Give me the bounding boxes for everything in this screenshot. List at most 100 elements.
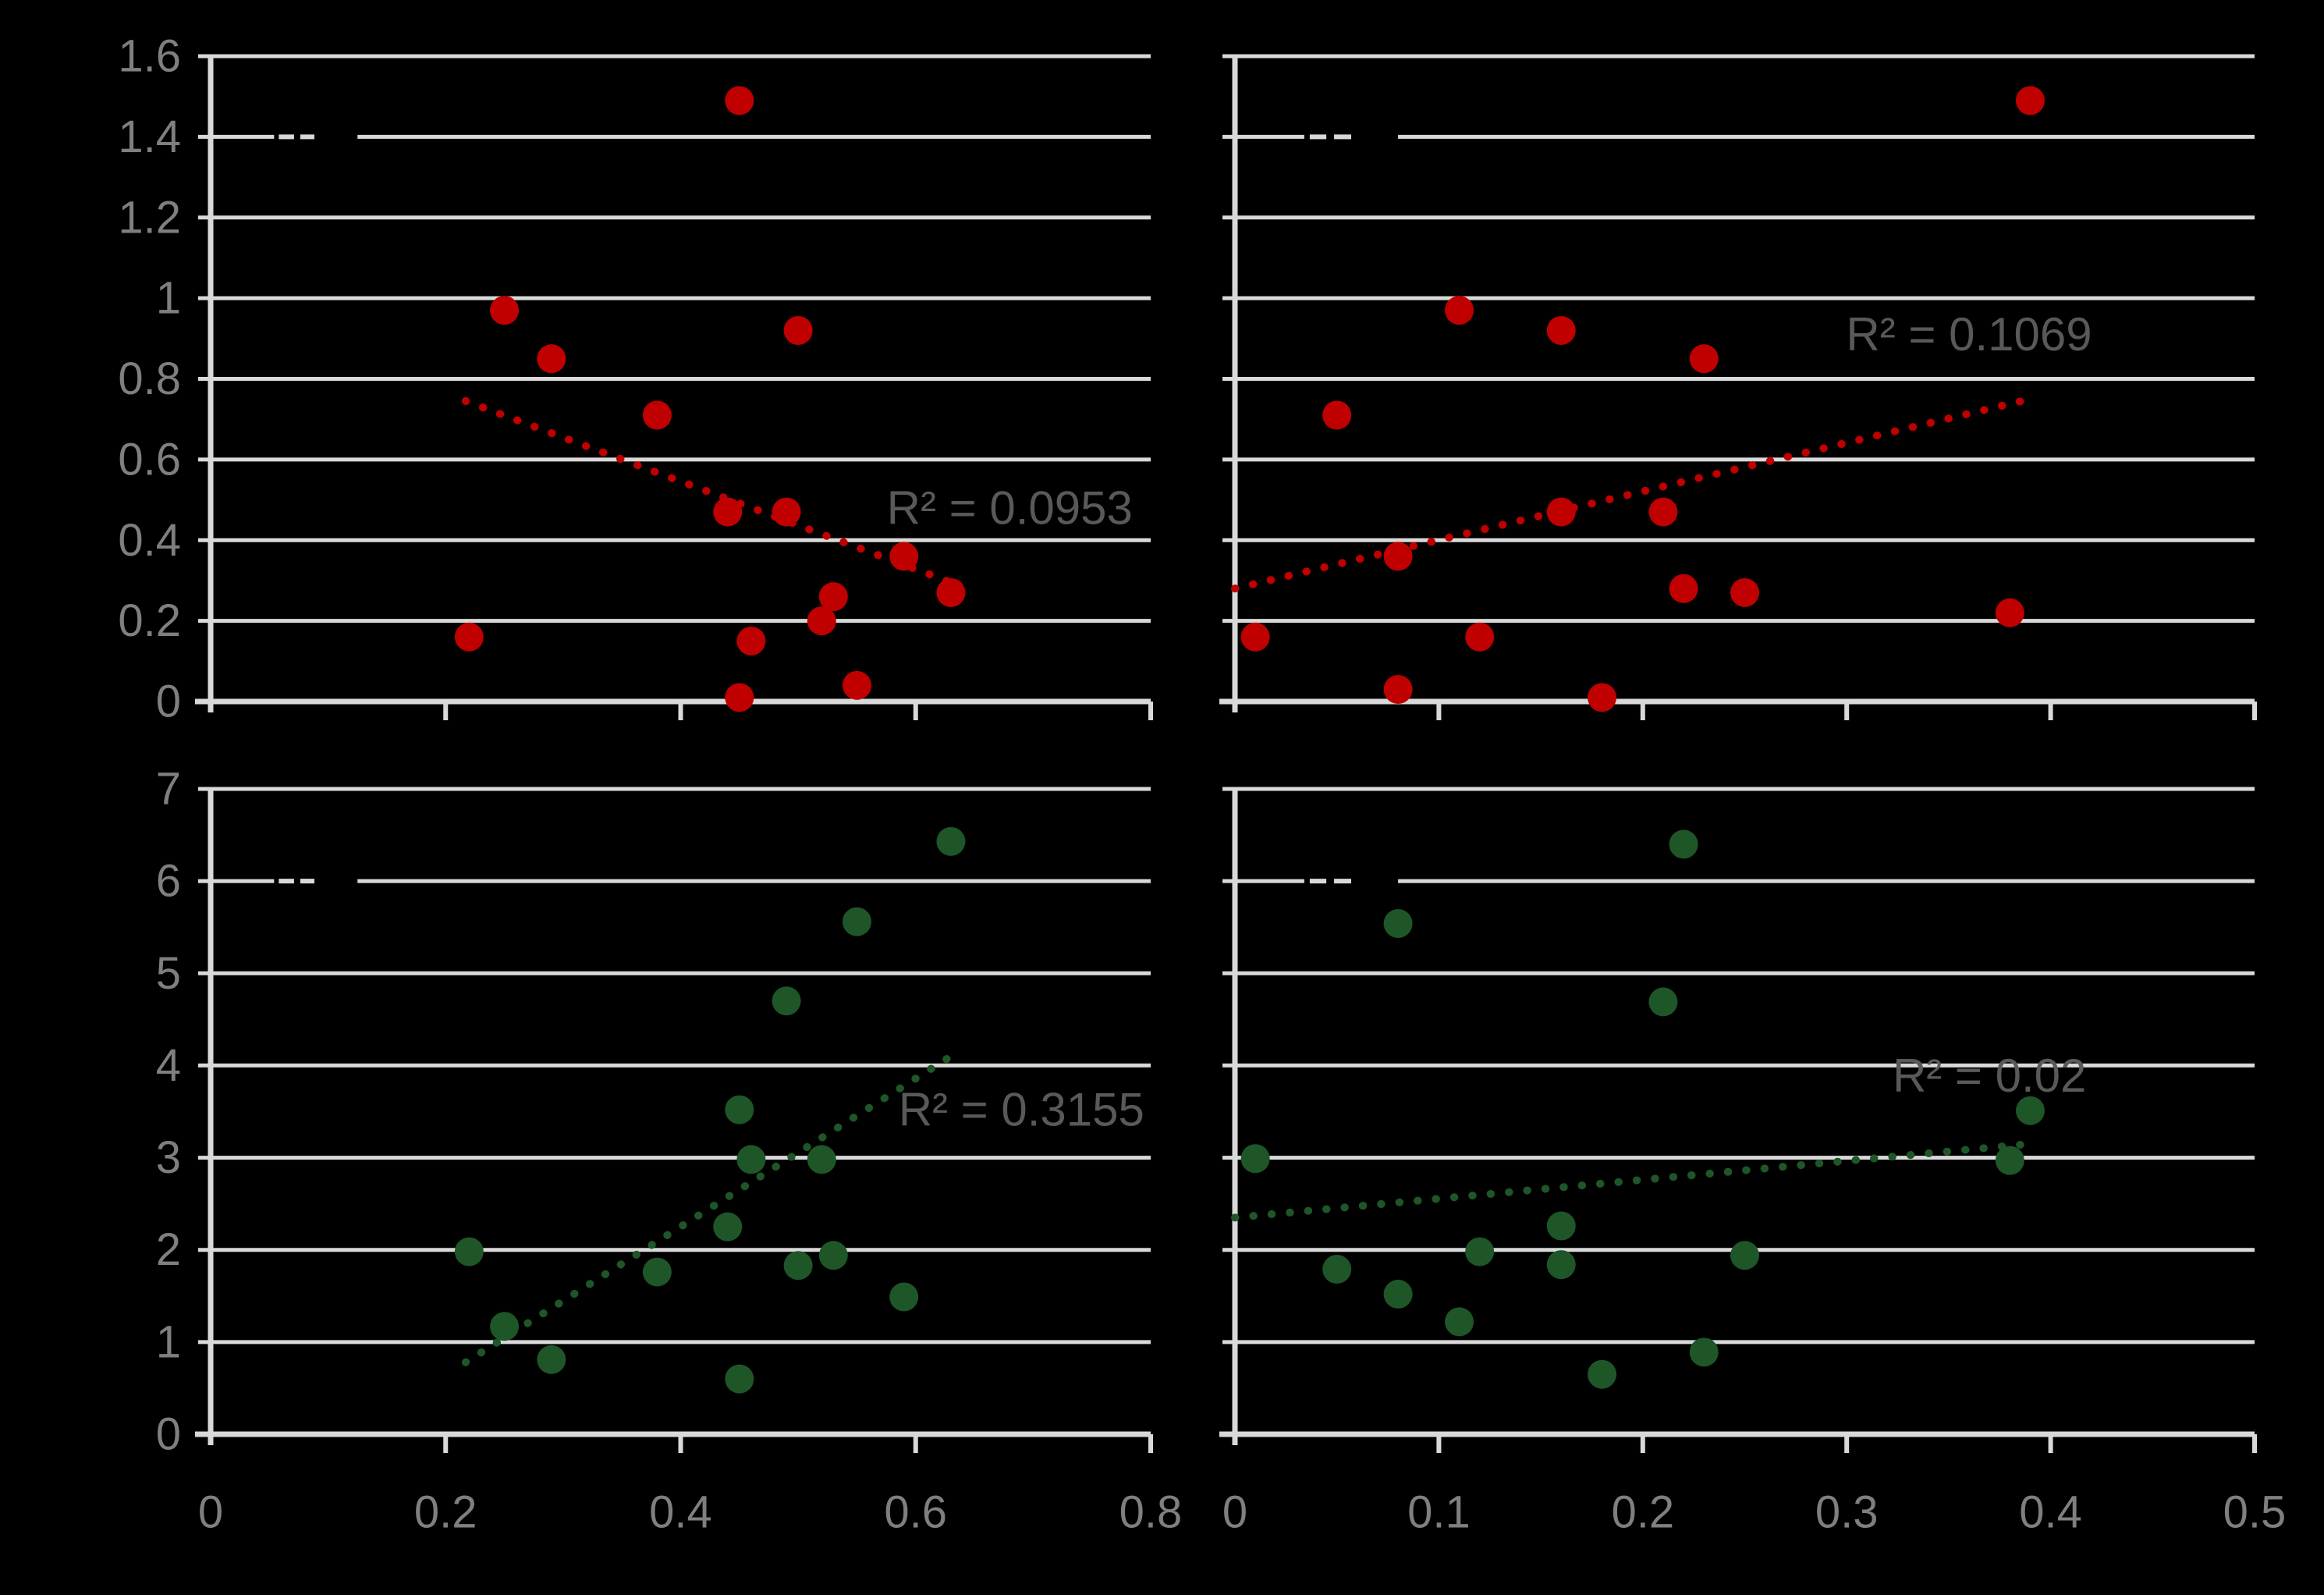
data-point-12 (490, 1312, 520, 1341)
y-tick-label-5: 5 (156, 948, 181, 999)
data-point-10 (642, 1257, 672, 1287)
data-point-4 (1322, 400, 1352, 430)
x-tick-label-0.8: 0.8 (1119, 1487, 1183, 1538)
chart-top-right: R² = 0.1069 (1219, 54, 2257, 720)
data-point-10 (807, 606, 836, 636)
x-tick-label-0.2: 0.2 (414, 1487, 477, 1538)
data-point-11 (889, 1282, 919, 1312)
r2-label: R² = 0.02 (1893, 1050, 2086, 1102)
data-point-7 (454, 1237, 484, 1266)
data-point-2 (772, 986, 801, 1016)
data-point-0 (2015, 86, 2045, 115)
data-point-7 (1383, 542, 1413, 571)
data-point-4 (642, 400, 672, 430)
data-point-3 (2015, 1096, 2045, 1125)
data-point-5 (1995, 1146, 2024, 1175)
data-point-12 (1465, 622, 1495, 652)
data-point-1 (1445, 296, 1474, 325)
y-tick-label-0: 0 (156, 1409, 181, 1460)
data-point-9 (1546, 1250, 1576, 1280)
y-tick-label-4: 4 (156, 1040, 181, 1091)
data-point-1 (490, 296, 520, 325)
y-tick-label-2: 2 (156, 1224, 181, 1275)
data-point-0 (1669, 829, 1698, 859)
gridline-blackout (274, 130, 358, 144)
x-tick-label-0.6: 0.6 (884, 1487, 947, 1538)
data-point-13 (1689, 1337, 1719, 1367)
data-point-6 (713, 1212, 743, 1242)
data-point-7 (889, 542, 919, 571)
r2-label: R² = 0.0953 (887, 481, 1133, 534)
y-tick-label-1.4: 1.4 (118, 112, 181, 162)
data-point-7 (1730, 1241, 1759, 1270)
x-tick-label-0.4: 0.4 (2019, 1487, 2082, 1538)
data-point-9 (783, 1251, 813, 1281)
data-point-8 (936, 577, 966, 607)
data-point-14 (725, 1364, 754, 1394)
y-tick-label-0.2: 0.2 (118, 595, 181, 646)
data-point-6 (1546, 1211, 1576, 1241)
y-tick-label-3: 3 (156, 1132, 181, 1183)
x-tick-label-0: 0 (1222, 1487, 1247, 1538)
data-point-11 (454, 622, 484, 652)
data-point-6 (772, 497, 801, 527)
y-tick-label-0.4: 0.4 (118, 515, 181, 566)
data-point-1 (842, 907, 871, 936)
y-tick-label-7: 7 (156, 764, 181, 815)
r2-label: R² = 0.3155 (899, 1084, 1144, 1136)
y-tick-label-1: 1 (156, 1316, 181, 1367)
data-point-9 (818, 582, 848, 612)
data-point-14 (1588, 1359, 1617, 1389)
x-tick-label-0.5: 0.5 (2223, 1487, 2287, 1538)
data-point-6 (1648, 497, 1678, 527)
data-point-2 (1546, 315, 1576, 345)
data-point-5 (807, 1145, 836, 1174)
data-point-2 (783, 315, 813, 345)
data-point-13 (537, 1345, 566, 1374)
data-point-8 (1465, 1237, 1495, 1266)
x-tick-label-0.1: 0.1 (1407, 1487, 1471, 1538)
data-point-14 (725, 683, 754, 712)
data-point-5 (1546, 497, 1576, 527)
x-tick-label-0.3: 0.3 (1815, 1487, 1879, 1538)
data-point-0 (725, 86, 754, 115)
y-tick-label-6: 6 (156, 856, 181, 907)
data-point-3 (1689, 344, 1719, 374)
data-point-9 (1730, 577, 1759, 607)
data-point-4 (1240, 1144, 1270, 1174)
trendline (461, 1052, 955, 1366)
x-tick-label-0: 0 (198, 1487, 223, 1538)
data-point-8 (1669, 574, 1698, 603)
data-point-13 (842, 670, 871, 700)
x-tick-label-0.2: 0.2 (1611, 1487, 1674, 1538)
x-tick-label-0.4: 0.4 (649, 1487, 712, 1538)
y-tick-label-0.6: 0.6 (118, 434, 181, 485)
y-tick-label-0.8: 0.8 (118, 353, 181, 404)
y-tick-label-1.2: 1.2 (118, 192, 181, 243)
data-point-13 (1383, 674, 1413, 704)
data-point-0 (936, 826, 966, 856)
chart-top-left: R² = 0.0953 0 0.2 0.4 0.6 0.8 1 1.2 1.4 1.6 (118, 31, 1153, 727)
gridline-blackout (274, 874, 358, 889)
data-point-3 (537, 344, 566, 374)
data-point-11 (1240, 622, 1270, 652)
data-point-12 (736, 626, 766, 655)
data-point-1 (1383, 908, 1413, 938)
data-point-14 (1588, 683, 1617, 712)
r2-label: R² = 0.1069 (1846, 308, 2092, 361)
y-tick-label-1: 1 (156, 273, 181, 324)
data-point-10 (1322, 1255, 1352, 1284)
data-point-3 (725, 1095, 754, 1124)
y-tick-label-0: 0 (156, 677, 181, 727)
trendline (1231, 395, 2035, 593)
chart-bottom-left: R² = 0.3155 0 1 2 3 4 5 6 7 0 0.2 0.4 0.6 0.8 (156, 764, 1183, 1538)
data-point-11 (1383, 1279, 1413, 1309)
data-point-4 (736, 1145, 766, 1174)
trendline (461, 396, 961, 589)
data-point-5 (713, 497, 743, 527)
chart-bottom-right: R² = 0.02 0 0.1 0.2 0.3 0.4 0.5 (1219, 787, 2286, 1538)
y-tick-label-1.6: 1.6 (118, 31, 181, 82)
